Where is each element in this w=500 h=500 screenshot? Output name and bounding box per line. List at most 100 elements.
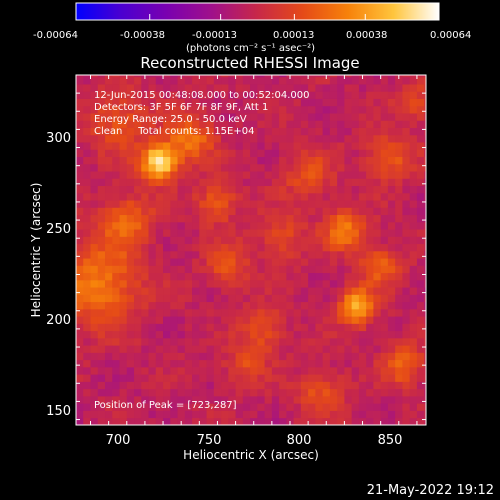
heatmap-cell xyxy=(257,352,265,361)
heatmap-cell xyxy=(257,403,265,411)
heatmap-cell xyxy=(293,395,302,404)
heatmap-cell xyxy=(141,207,149,216)
heatmap-cell xyxy=(387,323,396,332)
heatmap-cell xyxy=(337,76,345,85)
heatmap-cell xyxy=(286,359,295,368)
heatmap-cell xyxy=(155,258,164,266)
heatmap-cell xyxy=(395,84,403,92)
heatmap-cell xyxy=(155,388,164,397)
heatmap-cell xyxy=(337,243,345,252)
heatmap-cell xyxy=(373,352,382,361)
heatmap-cell xyxy=(184,272,193,281)
heatmap-cell xyxy=(337,84,345,92)
heatmap-cell xyxy=(329,410,338,419)
heatmap-cell xyxy=(337,323,345,332)
heatmap-cell xyxy=(250,345,258,353)
heatmap-cell xyxy=(300,171,309,179)
heatmap-cell xyxy=(155,345,164,353)
heatmap-cell xyxy=(358,229,367,237)
heatmap-cell xyxy=(90,294,99,303)
heatmap-cell xyxy=(402,134,411,143)
heatmap-cell xyxy=(329,301,338,310)
heatmap-cell xyxy=(366,91,374,99)
heatmap-cell xyxy=(329,330,338,339)
heatmap-cell xyxy=(395,185,403,194)
heatmap-cell xyxy=(141,337,149,346)
heatmap-cell xyxy=(315,308,324,317)
heatmap-cell xyxy=(206,323,215,332)
heatmap-cell xyxy=(366,395,374,404)
heatmap-cell xyxy=(97,316,106,324)
heatmap-cell xyxy=(170,316,178,324)
heatmap-cell xyxy=(119,163,128,172)
heatmap-cell xyxy=(242,142,251,150)
heatmap-cell xyxy=(322,214,331,223)
heatmap-cell xyxy=(279,301,287,310)
heatmap-cell xyxy=(184,330,193,339)
heatmap-cell xyxy=(286,178,295,187)
heatmap-cell xyxy=(242,250,251,259)
heatmap-cell xyxy=(322,113,331,121)
heatmap-cell xyxy=(163,178,171,187)
heatmap-cell xyxy=(148,171,157,179)
heatmap-cell xyxy=(271,75,280,78)
heatmap-cell xyxy=(351,149,360,157)
heatmap-cell xyxy=(344,76,353,85)
heatmap-cell xyxy=(358,316,367,324)
heatmap-cell xyxy=(322,127,331,136)
heatmap-cell xyxy=(322,381,331,390)
heatmap-cell xyxy=(315,113,324,121)
heatmap-cell xyxy=(83,200,91,208)
heatmap-cell xyxy=(192,250,200,259)
heatmap-cell xyxy=(90,236,99,245)
heatmap-cell xyxy=(395,113,403,121)
heatmap-cell xyxy=(206,200,215,208)
heatmap-cell xyxy=(221,308,229,317)
heatmap-cell xyxy=(184,192,193,201)
heatmap-cell xyxy=(163,105,171,114)
heatmap-cell xyxy=(424,142,427,150)
heatmap-cell xyxy=(315,352,324,361)
heatmap-cell xyxy=(148,323,157,332)
heatmap-cell xyxy=(199,127,207,136)
heatmap-cell xyxy=(271,345,280,353)
heatmap-cell xyxy=(192,207,200,216)
heatmap-cell xyxy=(264,366,273,375)
heatmap-cell xyxy=(177,185,186,194)
heatmap-cell xyxy=(402,279,411,288)
heatmap-cell xyxy=(112,76,120,85)
heatmap-cell xyxy=(337,207,345,216)
heatmap-cell xyxy=(119,113,128,121)
heatmap-cell xyxy=(126,258,135,266)
heatmap-cell xyxy=(315,258,324,266)
heatmap-cell xyxy=(344,258,353,266)
heatmap-cell xyxy=(177,84,186,92)
heatmap-cell xyxy=(126,294,135,303)
heatmap-cell xyxy=(279,192,287,201)
heatmap-cell xyxy=(373,287,382,295)
heatmap-cell xyxy=(155,352,164,361)
heatmap-cell xyxy=(416,75,425,78)
heatmap-cell xyxy=(337,279,345,288)
heatmap-cell xyxy=(279,156,287,165)
heatmap-cell xyxy=(112,229,120,237)
heatmap-cell xyxy=(409,214,418,223)
heatmap-cell xyxy=(387,185,396,194)
heatmap-cell xyxy=(416,142,425,150)
heatmap-cell xyxy=(329,178,338,187)
heatmap-cell xyxy=(235,345,244,353)
heatmap-cell xyxy=(206,345,215,353)
heatmap-cell xyxy=(228,105,236,114)
heatmap-cell xyxy=(90,185,99,194)
heatmap-cell xyxy=(387,330,396,339)
heatmap-cell xyxy=(221,84,229,92)
heatmap-cell xyxy=(242,76,251,85)
heatmap-cell xyxy=(416,287,425,295)
heatmap-cell xyxy=(424,221,427,230)
heatmap-cell xyxy=(366,323,374,332)
heatmap-cell xyxy=(83,98,91,107)
heatmap-cell xyxy=(395,308,403,317)
heatmap-cell xyxy=(424,352,427,361)
heatmap-cell xyxy=(373,142,382,150)
heatmap-cell xyxy=(257,75,265,78)
